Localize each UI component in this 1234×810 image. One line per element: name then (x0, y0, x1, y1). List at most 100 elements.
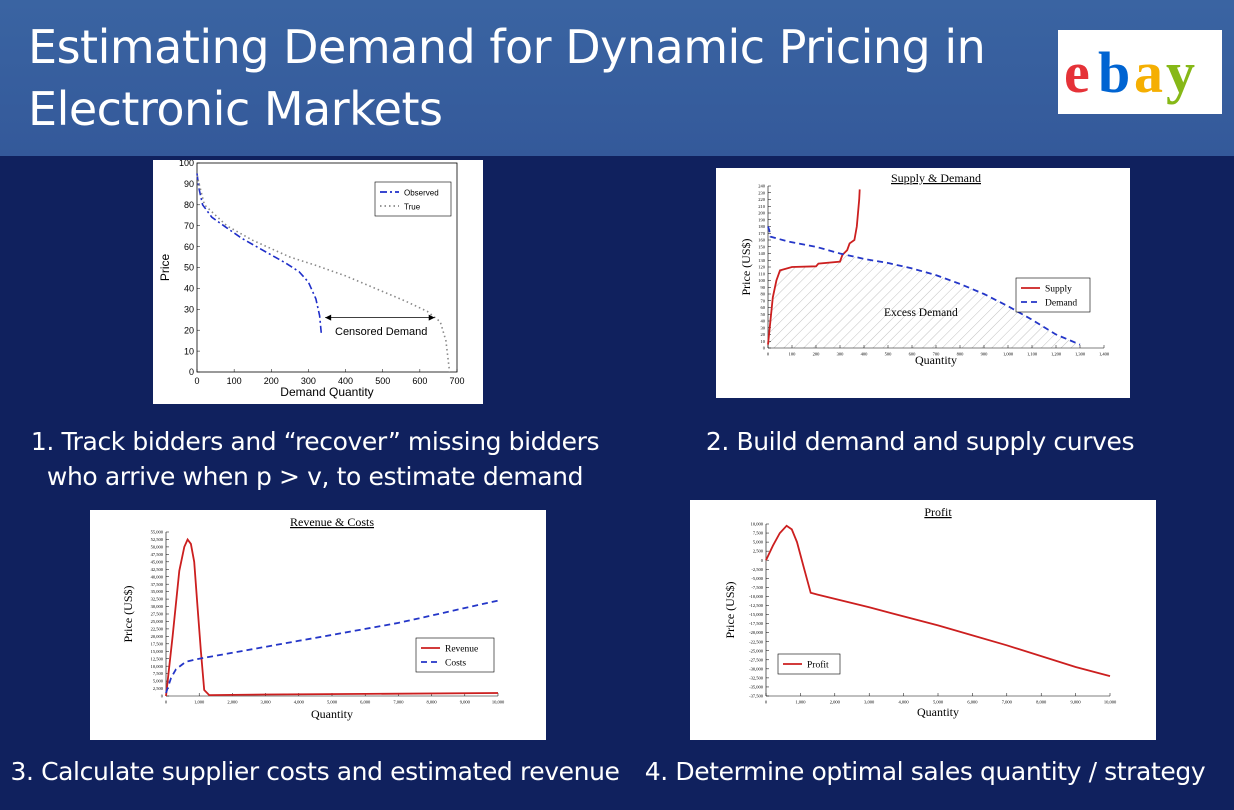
y-tick-label: 20,000 (151, 634, 164, 640)
y-tick-label: -30,000 (749, 666, 764, 672)
caption-step-4: 4. Determine optimal sales quantity / st… (644, 757, 1206, 786)
y-tick-label: 50 (761, 312, 766, 317)
y-tick-label: 90 (184, 179, 194, 189)
y-tick-label: 2,500 (753, 549, 764, 555)
y-tick-label: 27,500 (151, 612, 164, 618)
legend-box (374, 181, 452, 217)
series-line-revenue (165, 537, 499, 697)
x-axis-label: Demand Quantity (280, 385, 373, 399)
y-tick-label: 30,000 (151, 604, 164, 610)
x-tick-label: 3,000 (261, 700, 272, 706)
arrow-head-right (428, 314, 435, 321)
y-tick-label: 230 (758, 190, 766, 195)
y-tick-label: 30 (761, 325, 766, 330)
y-tick-label: 10,000 (151, 664, 164, 670)
slide-title-line-1: Estimating Demand for Dynamic Pricing in (28, 20, 986, 74)
x-tick-label: 8,000 (427, 700, 438, 706)
y-tick-label: 37,500 (151, 582, 164, 588)
series-line-costs (165, 599, 499, 694)
x-tick-label: 500 (885, 352, 893, 357)
chart-panel-revenue-costs: Revenue & Costs 0 1,000 2,000 3,000 4,000 5,00… (90, 510, 546, 740)
y-tick-label: -35,000 (749, 685, 764, 691)
x-tick-label: 1,000 (795, 700, 806, 706)
y-tick-label: 5,000 (753, 540, 764, 546)
y-tick-label: 200 (758, 211, 766, 216)
excess-demand-region (768, 253, 1080, 348)
x-tick-label: 300 (301, 376, 316, 386)
y-tick-label: -5,000 (751, 576, 763, 582)
y-tick-label: 25,000 (151, 619, 164, 625)
x-axis-label: Quantity (917, 705, 959, 719)
y-tick-label: 180 (758, 224, 766, 229)
y-tick-label: 20 (761, 332, 766, 337)
y-tick-label: 120 (758, 265, 766, 270)
y-axis-label: Price (US$) (739, 239, 753, 296)
y-tick-label: 170 (758, 231, 766, 236)
x-tick-label: 600 (909, 352, 917, 357)
y-tick-label: 10,000 (751, 522, 764, 528)
y-tick-label: 150 (758, 244, 766, 249)
x-tick-label: 6,000 (967, 700, 978, 706)
y-tick-label: -17,500 (749, 621, 764, 627)
caption-step-1-line-2: who arrive when p > v, to estimate deman… (46, 462, 584, 491)
y-tick-label: 60 (184, 242, 194, 252)
y-tick-label: 80 (761, 292, 766, 297)
y-tick-label: 50 (184, 263, 194, 273)
y-axis-label: Price (US$) (723, 582, 737, 639)
x-tick-label: 1,000 (1003, 352, 1014, 358)
y-tick-label: 52,500 (151, 537, 164, 543)
logo-letter: y (1166, 40, 1195, 105)
legend-label-revenue: Revenue (445, 645, 478, 655)
chart-panel-profit: Profit 0 1,000 2,000 3,000 4,000 5,000 6,000 7,0… (690, 500, 1156, 740)
x-tick-label: 1,100 (1027, 352, 1038, 358)
legend-label-observed: Observed (404, 189, 439, 198)
y-tick-label: 90 (761, 285, 766, 290)
caption-step-1-line-1: 1. Track bidders and “recover” missing b… (30, 427, 600, 456)
legend-box (415, 637, 495, 673)
x-tick-label: 600 (412, 376, 427, 386)
y-tick-label: 70 (761, 298, 766, 303)
chart-title: Profit (924, 505, 952, 519)
caption-step-1: 1. Track bidders and “recover” missing b… (30, 424, 600, 494)
x-tick-label: 200 (813, 352, 821, 357)
logo-letter: a (1134, 40, 1163, 105)
chart-title: Supply & Demand (891, 171, 981, 185)
x-tick-label: 9,000 (1071, 700, 1082, 706)
caption-step-3: 3. Calculate supplier costs and estimate… (10, 757, 620, 786)
y-tick-label: 50,000 (151, 544, 164, 550)
y-tick-label: 17,500 (151, 641, 164, 647)
y-tick-label: 70 (184, 221, 194, 231)
y-tick-label: 10 (184, 346, 194, 356)
legend-label-demand: Demand (1045, 299, 1077, 309)
x-tick-label: 6,000 (360, 700, 371, 706)
y-tick-label: 100 (758, 278, 766, 283)
y-tick-label: 35,000 (151, 589, 164, 595)
y-tick-label: -27,500 (749, 657, 764, 663)
y-axis-label: Price (US$) (121, 586, 135, 643)
y-tick-label: -37,500 (749, 694, 764, 700)
legend-box (1015, 277, 1091, 313)
y-tick-label: -15,000 (749, 612, 764, 618)
chart-panel-supply-demand: Supply & Demand 0 100 200 300 400 500 600 700 800… (716, 168, 1130, 398)
x-tick-label: 100 (789, 352, 797, 357)
y-tick-label: -10,000 (749, 594, 764, 600)
legend-label-supply: Supply (1045, 285, 1072, 295)
slide-title: Estimating Demand for Dynamic Pricing in… (28, 16, 1028, 140)
x-tick-label: 200 (264, 376, 279, 386)
y-tick-label: -25,000 (749, 648, 764, 654)
series-line-true (196, 175, 451, 373)
y-tick-label: 0 (161, 694, 164, 699)
x-tick-label: 700 (449, 376, 464, 386)
x-tick-label: 7,000 (393, 700, 404, 706)
x-tick-label: 10,000 (1104, 700, 1117, 706)
series-line-demand (767, 226, 1081, 346)
ebay-logo: e b a y (1058, 30, 1222, 114)
x-tick-label: 1,000 (194, 700, 205, 706)
series-line-observed (196, 173, 323, 335)
y-tick-label: -2,500 (751, 567, 763, 573)
y-tick-label: 0 (761, 558, 764, 563)
y-tick-label: 40 (761, 319, 766, 324)
censored-demand-chart: 0 100 200 300 400 500 600 700 0 10 20 30 40 50 60 70 80 9… (158, 158, 465, 399)
arrow-head-left (325, 314, 332, 321)
